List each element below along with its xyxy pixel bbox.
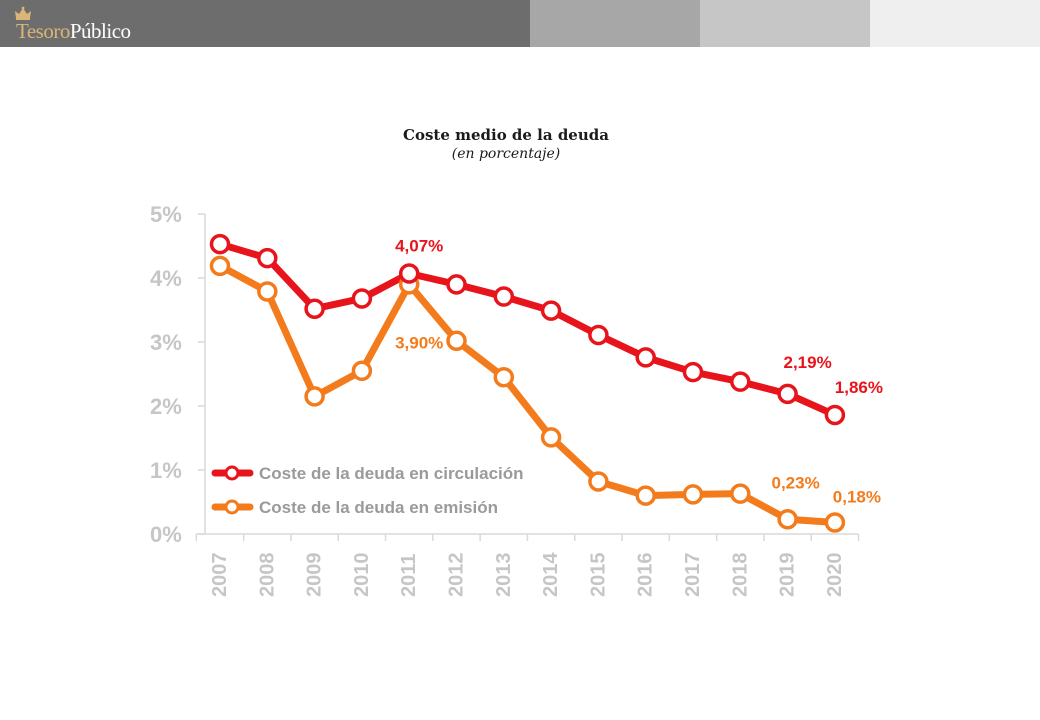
data-label: 2,19% — [783, 353, 831, 372]
y-tick-label: 4% — [150, 266, 182, 291]
series-1-point — [730, 483, 751, 504]
y-tick-label: 0% — [150, 522, 182, 547]
x-tick-label: 2016 — [635, 553, 657, 598]
header-segment-mid — [530, 0, 700, 47]
data-label: 4,07% — [395, 237, 443, 256]
series-1-point — [446, 330, 467, 351]
x-tick-label: 2011 — [398, 554, 420, 597]
x-tick-label: 2018 — [729, 553, 751, 598]
x-tick-label: 2008 — [256, 553, 278, 598]
header-segment-light — [700, 0, 870, 47]
series-1-point — [635, 485, 656, 506]
series-1-point — [257, 281, 278, 302]
x-tick-label: 2007 — [209, 553, 231, 598]
x-tick-label: 2012 — [446, 553, 468, 598]
x-tick-label: 2014 — [540, 552, 562, 597]
series-0-point — [493, 286, 515, 307]
header-segment-dark — [0, 0, 530, 47]
chart-title-block: Coste medio de la deuda (en porcentaje) — [0, 126, 1012, 163]
legend-swatch-marker — [224, 465, 240, 481]
series-0-point — [730, 371, 751, 392]
series-0-point — [398, 263, 420, 284]
series-1-point — [209, 255, 231, 277]
crown-icon — [15, 6, 31, 20]
series-1-point — [351, 360, 373, 382]
x-tick-label: 2013 — [493, 553, 515, 598]
series-0-point — [777, 383, 798, 405]
header-segment-lightest — [870, 0, 1040, 47]
x-tick-label: 2019 — [777, 553, 799, 598]
header-bar: TesoroPúblico — [0, 0, 1040, 47]
series-0-point — [682, 361, 704, 383]
chart-subtitle: (en porcentaje) — [451, 146, 561, 162]
series-0-point — [446, 274, 467, 295]
x-tick-label: 2020 — [824, 553, 846, 598]
series-1-point — [540, 427, 562, 448]
y-tick-label: 2% — [150, 394, 182, 419]
legend-entry-label: Coste de la deuda en emisión — [259, 498, 498, 517]
x-tick-label: 2017 — [682, 553, 704, 598]
x-tick-label: 2015 — [587, 553, 609, 598]
series-0-point — [588, 324, 609, 346]
y-tick-label: 3% — [150, 330, 182, 355]
legend-swatch-marker — [224, 499, 240, 515]
series-0-point — [304, 298, 325, 319]
logo-text-publico: Público — [69, 19, 131, 43]
series-1-point — [824, 512, 846, 533]
series-0-point — [635, 347, 656, 368]
series-0-point — [257, 247, 278, 269]
x-tick-label: 2010 — [351, 553, 373, 598]
series-1-point — [493, 366, 515, 388]
logo-text-tesoro: Tesoro — [16, 19, 70, 43]
y-tick-label: 5% — [150, 202, 182, 227]
series-1-point — [588, 471, 609, 492]
series-1-point — [777, 509, 798, 530]
data-label: 0,18% — [833, 487, 881, 506]
data-label: 1,86% — [835, 378, 883, 397]
series-0-point — [351, 288, 373, 309]
y-tick-label: 1% — [150, 458, 182, 483]
legend-entry-label: Coste de la deuda en circulación — [259, 464, 524, 483]
chart-title: Coste medio de la deuda — [403, 126, 609, 144]
series-1-point — [682, 484, 704, 505]
series-1-point — [304, 386, 325, 407]
series-0-point — [824, 404, 846, 426]
x-tick-label: 2009 — [304, 553, 326, 598]
series-0-point — [540, 300, 562, 321]
data-label: 0,23% — [771, 473, 819, 492]
data-label: 3,90% — [395, 333, 443, 352]
series-0-point — [209, 233, 231, 255]
